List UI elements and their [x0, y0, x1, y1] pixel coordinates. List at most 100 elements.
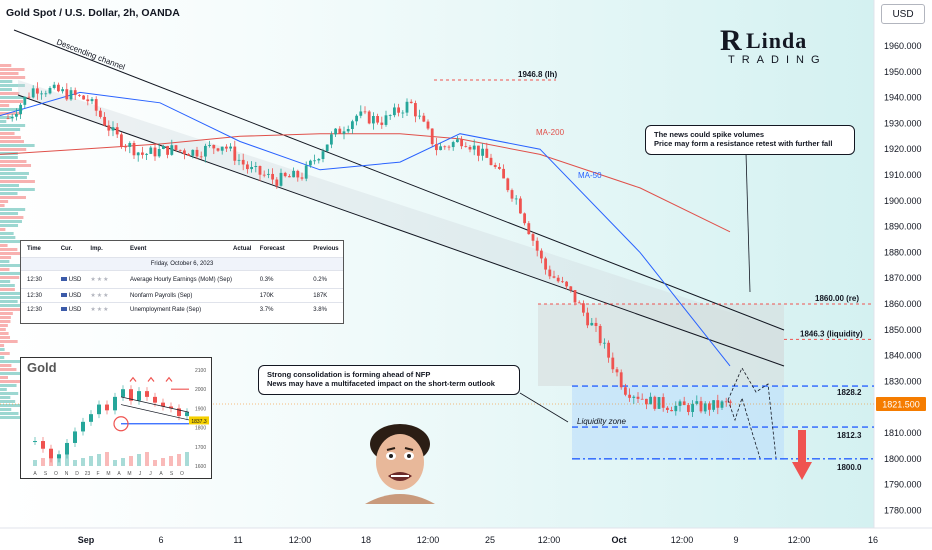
inset-time-tick: A — [117, 471, 121, 477]
volume-bar — [0, 236, 16, 239]
calendar-row: 12:30 USD ★★★ Average Hourly Earnings (M… — [21, 271, 343, 289]
volume-bar — [0, 92, 20, 95]
inset-peak-marker — [129, 376, 137, 382]
volume-bar — [0, 208, 26, 211]
importance-stars-icon: ★★★ — [90, 307, 110, 313]
candle-body — [10, 116, 14, 119]
inset-price-tick: 2000 — [195, 387, 206, 393]
candle-body — [115, 127, 119, 135]
volume-bar — [0, 412, 19, 415]
inset-time-tick: M — [106, 471, 110, 477]
volume-bar — [0, 168, 16, 171]
candle-body — [317, 159, 321, 161]
candle-body — [225, 146, 228, 149]
volume-bar — [0, 404, 23, 407]
volume-bar — [0, 336, 11, 339]
news-callout-line2: Price may form a resistance retest with … — [654, 139, 833, 149]
candle-body — [657, 397, 661, 409]
candle-body — [304, 165, 308, 179]
volume-bar — [0, 184, 20, 187]
inset-candle-body — [153, 396, 157, 403]
candle-body — [288, 176, 291, 178]
row-currency: USD — [60, 277, 91, 283]
candle-body — [666, 407, 669, 411]
candle-body — [216, 148, 220, 151]
volume-bar — [0, 232, 14, 235]
news-callout-line1: The news could spike volumes — [654, 130, 765, 139]
candle-body — [233, 146, 237, 161]
inset-price-tick: 1800 — [195, 426, 206, 432]
volume-bar — [0, 64, 12, 67]
volume-bar — [0, 356, 5, 359]
candle-body — [94, 99, 98, 111]
inset-volume-bar — [161, 458, 165, 466]
candle-body — [502, 168, 505, 179]
volume-bar — [0, 292, 21, 295]
level-label: 1800.0 — [837, 463, 862, 472]
candle-body — [682, 401, 686, 406]
candle-body — [384, 115, 388, 125]
row-currency-code: USD — [68, 306, 82, 313]
volume-bar — [0, 136, 21, 139]
volume-bar — [0, 216, 24, 219]
inset-candle-body — [137, 391, 141, 401]
ma-200-line — [0, 133, 731, 233]
candle-body — [645, 398, 648, 405]
volume-bar — [0, 276, 20, 279]
candle-body — [481, 148, 484, 156]
volume-bar — [0, 248, 18, 251]
volume-bar — [0, 272, 21, 275]
candle-body — [208, 144, 211, 146]
row-forecast: 170K — [259, 292, 274, 299]
volume-bar — [0, 312, 13, 315]
volume-bar — [0, 408, 12, 411]
candle-body — [678, 401, 682, 406]
candle-body — [275, 179, 279, 186]
inset-time-tick: O — [54, 471, 58, 477]
channel-lower-line — [17, 94, 785, 367]
candle-body — [330, 134, 333, 145]
inset-volume-bar — [89, 456, 93, 466]
volume-bar — [0, 132, 15, 135]
candle-body — [313, 160, 316, 162]
price-tick-label: 1790.000 — [884, 480, 922, 490]
col-previous: Previous — [313, 246, 339, 252]
candle-body — [334, 128, 337, 135]
logo-name: Linda — [746, 28, 808, 53]
inset-peak-marker — [147, 376, 155, 382]
candle-body — [670, 410, 673, 412]
currency-button[interactable]: USD — [881, 4, 925, 24]
volume-bar — [0, 316, 11, 319]
us-flag-icon — [60, 292, 67, 297]
candle-body — [699, 401, 703, 412]
candle-body — [561, 281, 564, 283]
inset-volume-bar — [169, 456, 173, 466]
inset-volume-bar — [121, 458, 125, 466]
price-tick-label: 1780.000 — [884, 505, 922, 515]
volume-bar — [0, 392, 19, 395]
volume-bar — [0, 384, 17, 387]
candle-body — [661, 397, 665, 408]
volume-bar — [0, 80, 13, 83]
candle-body — [73, 90, 77, 96]
price-tick-label: 1810.000 — [884, 428, 922, 438]
price-tick-label: 1870.000 — [884, 273, 922, 283]
inset-candle-body — [169, 406, 173, 409]
candle-body — [603, 342, 606, 344]
candle-body — [15, 113, 18, 117]
consolidation-pointer — [519, 392, 569, 423]
level-label: 1828.2 — [837, 388, 862, 397]
volume-bar — [0, 344, 5, 347]
volume-bar — [0, 320, 11, 323]
time-tick-label: 18 — [361, 535, 371, 545]
candle-body — [510, 190, 514, 199]
price-tick-label: 1840.000 — [884, 351, 922, 361]
volume-bar — [0, 192, 18, 195]
gold-inset-chart: Gold 2100 2000 1900 1800 1700 1600 A S O N D 23 F M A M… — [20, 357, 212, 479]
resistance-zone — [538, 304, 784, 386]
candle-body — [99, 110, 102, 117]
candle-body — [695, 401, 699, 404]
level-label: 1860.00 (re) — [815, 294, 859, 303]
inset-candle-body — [97, 404, 101, 415]
